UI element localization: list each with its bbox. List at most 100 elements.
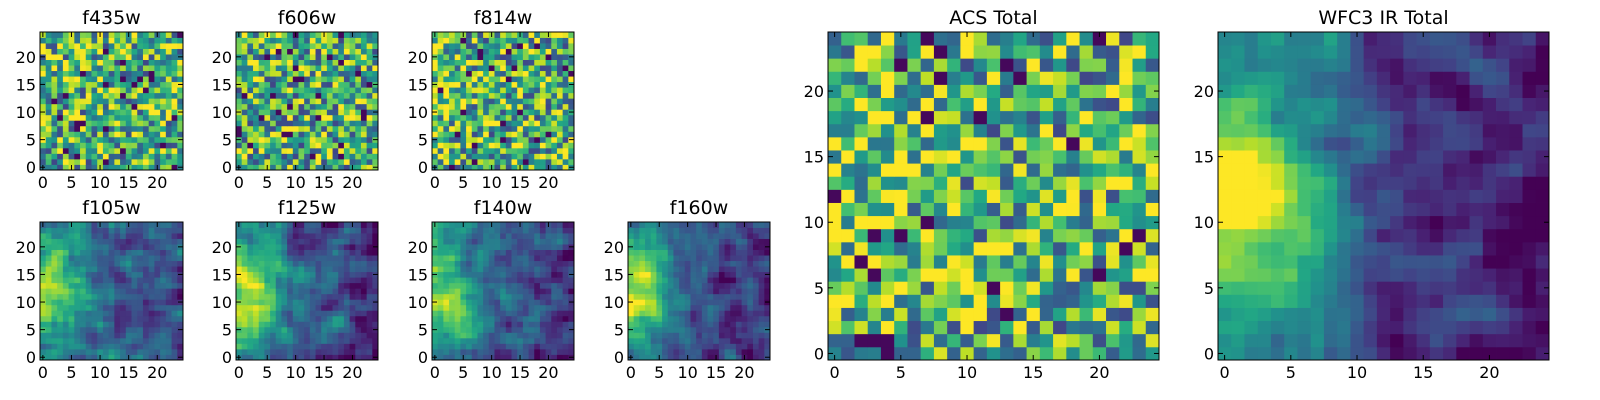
heatmap-cell — [68, 255, 75, 262]
heatmap-cell — [730, 354, 737, 361]
heatmap-cell — [696, 326, 703, 333]
heatmap-cell — [332, 255, 339, 262]
heatmap-cell — [639, 348, 646, 355]
heatmap-cell — [483, 299, 490, 306]
heatmap-cell — [270, 43, 277, 49]
heatmap-cell — [1106, 202, 1120, 217]
heatmap-cell — [165, 87, 172, 94]
heatmap-cell — [645, 315, 652, 322]
heatmap-cell — [338, 222, 345, 228]
heatmap-cell — [679, 277, 686, 284]
heatmap-cell — [177, 153, 184, 160]
heatmap-cell — [667, 227, 674, 234]
heatmap-cell — [154, 304, 161, 311]
heatmap-cell — [477, 103, 484, 110]
y-tick-label: 20 — [604, 238, 624, 257]
heatmap-cell — [154, 227, 161, 234]
heatmap-cell — [460, 37, 467, 44]
heatmap-cell — [1039, 189, 1054, 203]
heatmap-cell — [454, 131, 461, 138]
heatmap-cell — [97, 299, 104, 306]
heatmap-cell — [114, 304, 121, 311]
heatmap-cell — [137, 326, 144, 333]
panel-title-f814w: f814w — [474, 7, 533, 29]
heatmap-cell — [1119, 281, 1133, 295]
heatmap-cell — [154, 131, 161, 138]
heatmap-cell — [534, 142, 541, 149]
heatmap-cell — [332, 65, 339, 72]
heatmap-cell — [684, 260, 691, 267]
heatmap-cell — [355, 343, 362, 350]
heatmap-cell — [114, 266, 121, 273]
heatmap-cell — [471, 76, 478, 83]
heatmap-cell — [696, 238, 703, 245]
heatmap-cell — [40, 131, 47, 138]
heatmap-cell — [645, 227, 652, 234]
heatmap-cell — [511, 354, 518, 361]
heatmap-cell — [500, 227, 507, 234]
heatmap-cell — [1119, 346, 1133, 361]
heatmap-cell — [85, 233, 92, 239]
heatmap-cell — [696, 282, 703, 289]
heatmap-cell — [326, 260, 333, 267]
heatmap-cell — [45, 266, 52, 273]
heatmap-cell — [309, 277, 316, 284]
heatmap-cell — [154, 244, 161, 250]
heatmap-cell — [142, 244, 150, 250]
heatmap-cell — [148, 222, 155, 228]
heatmap-cell — [494, 255, 501, 262]
heatmap-cell — [488, 321, 495, 328]
heatmap-cell — [656, 255, 663, 262]
heatmap-cell — [511, 233, 518, 239]
heatmap-cell — [154, 299, 161, 306]
heatmap-cell — [718, 321, 725, 328]
heatmap-cell — [947, 333, 961, 348]
heatmap-cell — [80, 304, 87, 311]
heatmap-cell — [662, 222, 669, 228]
heatmap-cell — [355, 120, 362, 127]
heatmap-cell — [432, 76, 439, 83]
heatmap-cell — [85, 131, 92, 138]
heatmap-cell — [236, 125, 243, 132]
heatmap-cell — [343, 332, 350, 339]
heatmap-cell — [177, 70, 184, 77]
heatmap-cell — [343, 98, 350, 105]
heatmap-cell — [343, 260, 350, 267]
heatmap-cell — [372, 249, 379, 256]
heatmap-cell — [477, 87, 484, 94]
heatmap-cell — [454, 120, 461, 127]
heatmap-cell — [718, 238, 725, 245]
heatmap-cell — [349, 37, 356, 44]
heatmap-cell — [667, 233, 674, 239]
heatmap-cell — [828, 255, 842, 269]
heatmap-cell — [867, 255, 882, 269]
heatmap-cell — [522, 70, 529, 77]
heatmap-cell — [551, 48, 558, 55]
heatmap-cell — [298, 158, 305, 165]
heatmap-cell — [707, 277, 714, 284]
heatmap-cell — [828, 241, 842, 256]
heatmap-cell — [355, 293, 362, 300]
heatmap-cell — [460, 326, 467, 333]
heatmap-cell — [275, 277, 282, 284]
heatmap-cell — [471, 266, 478, 273]
heatmap-cell — [275, 288, 282, 295]
heatmap-cell — [253, 255, 260, 262]
heatmap-cell — [505, 158, 512, 165]
heatmap-cell — [650, 321, 657, 328]
heatmap-cell — [534, 266, 541, 273]
heatmap-cell — [74, 299, 81, 306]
heatmap-cell — [1106, 281, 1120, 295]
heatmap-cell — [551, 98, 558, 105]
heatmap-cell — [1026, 176, 1041, 190]
heatmap-cell — [517, 120, 524, 127]
heatmap-cell — [539, 32, 546, 38]
heatmap-cell — [281, 136, 288, 143]
heatmap-cell — [258, 332, 265, 339]
heatmap-cell — [539, 238, 546, 245]
heatmap-cell — [120, 271, 127, 278]
heatmap-cell — [102, 142, 110, 149]
heatmap-cell — [556, 48, 564, 55]
heatmap-cell — [432, 37, 439, 44]
heatmap-cell — [287, 37, 294, 44]
